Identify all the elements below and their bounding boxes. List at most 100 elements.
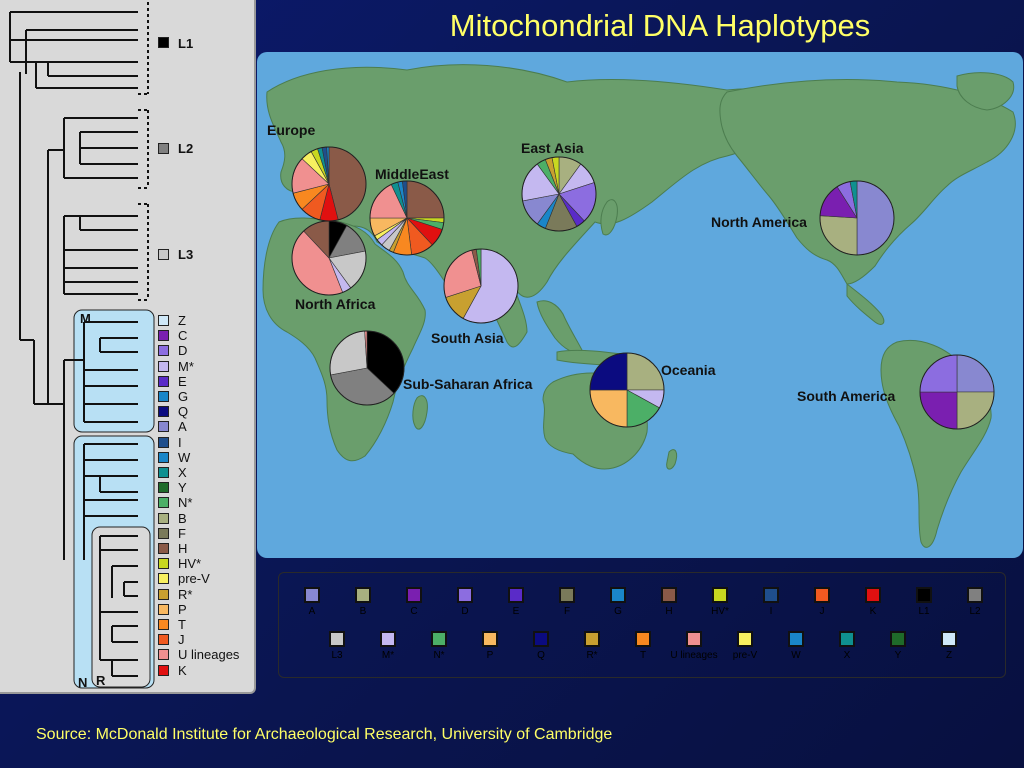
- legend-swatch-t: [635, 631, 651, 647]
- tree-swatch-y: [158, 482, 169, 494]
- tree-brackets: [138, 2, 149, 301]
- pie-middleeast: [369, 180, 445, 256]
- legend-swatch-g: [610, 587, 626, 603]
- legend-item-c: C: [389, 587, 439, 617]
- pie-slice-sub-saharan-africa-l3: [329, 330, 368, 376]
- clade-label-m: M: [80, 311, 91, 326]
- legend-label-q: Q: [537, 650, 545, 661]
- legend-swatch-c: [406, 587, 422, 603]
- tree-label-p: P: [178, 601, 187, 617]
- legend-swatch-w: [788, 631, 804, 647]
- tree-label-a: A: [178, 419, 187, 435]
- pie-slice-south-america-b: [956, 391, 995, 430]
- pie-north-america: [819, 180, 895, 256]
- legend-label-k: K: [869, 606, 877, 617]
- pie-slice-south-america-d: [919, 354, 958, 393]
- region-label-europe: Europe: [267, 122, 316, 138]
- legend-swatch-p: [482, 631, 498, 647]
- legend-item-l3: L3: [312, 631, 362, 661]
- pie-slice-oceania-q: [589, 352, 628, 391]
- legend-item-j: J: [797, 587, 847, 617]
- pie-outline-sub-saharan-africa: [329, 330, 405, 406]
- region-label-north-america: North America: [711, 214, 807, 230]
- legend-swatch-e: [508, 587, 524, 603]
- legend-label-x: X: [843, 650, 851, 661]
- legend-item-l1: L1: [899, 587, 949, 617]
- region-label-east-asia: East Asia: [521, 140, 584, 156]
- tree-label-h: H: [178, 541, 188, 556]
- legend-swatch-h: [661, 587, 677, 603]
- tree-label-l3: L3: [178, 247, 194, 262]
- legend-item-e: E: [491, 587, 541, 617]
- legend-item-l2: L2: [950, 587, 1000, 617]
- legend-label-h: H: [665, 606, 673, 617]
- pie-outline-oceania: [589, 352, 665, 428]
- tree-label-hv-star: HV*: [178, 556, 202, 572]
- legend-item-i: I: [746, 587, 796, 617]
- legend-swatch-a: [304, 587, 320, 603]
- tree-label-z: Z: [178, 313, 186, 328]
- tree-label-d: D: [178, 343, 188, 359]
- page-title-text: Mitochondrial DNA Haplotypes: [449, 8, 871, 43]
- tree-swatch-u-lineages: [158, 649, 169, 661]
- tree-branches: [9, 11, 138, 677]
- legend-label-g: G: [614, 606, 622, 617]
- tree-swatch-w: [158, 451, 169, 463]
- legend-item-k: K: [848, 587, 898, 617]
- legend-item-p: P: [465, 631, 515, 661]
- legend-label-a: A: [308, 606, 316, 617]
- legend-label-l3: L3: [331, 650, 343, 661]
- legend-label-c: C: [410, 606, 418, 617]
- pie-outline-north-africa: [291, 220, 367, 296]
- tree-swatch-x: [158, 467, 169, 478]
- legend-swatch-l3: [329, 631, 345, 647]
- pie-outline-south-asia: [443, 248, 519, 324]
- tree-swatch-c: [158, 330, 169, 342]
- legend-swatch-l2: [967, 587, 983, 603]
- pie-slice-south-america-a: [956, 354, 995, 393]
- legend-item-u-lineages: U lineages: [669, 631, 719, 661]
- legend-label-y: Y: [894, 650, 902, 661]
- tree-swatch-r-star: [158, 588, 169, 600]
- legend-item-a: A: [287, 587, 337, 617]
- phylogenetic-tree-panel: L1 L2 L3 M N R Z C D M* E G Q A I W X Y N* B F H HV* pre-…: [0, 0, 256, 694]
- pie-chart-layer: [291, 146, 995, 430]
- tree-swatch-h: [158, 543, 169, 554]
- legend-swatch-x: [839, 631, 855, 647]
- region-label-south-asia: South Asia: [431, 330, 504, 346]
- tree-swatch-k: [158, 664, 169, 676]
- legend-item-h: H: [644, 587, 694, 617]
- legend-item-x: X: [822, 631, 872, 661]
- region-label-south-america: South America: [797, 388, 896, 404]
- legend-label-l1: L1: [918, 606, 930, 617]
- pie-south-america: [919, 354, 995, 430]
- pie-outline-north-america: [819, 180, 895, 256]
- legend-swatch-u-lineages: [686, 631, 702, 647]
- legend-swatch-l1: [916, 587, 932, 603]
- legend-swatch-d: [457, 587, 473, 603]
- legend-item-n-star: N*: [414, 631, 464, 661]
- tree-swatch-e: [158, 375, 169, 387]
- legend-swatch-y: [890, 631, 906, 647]
- legend-swatch-k: [865, 587, 881, 603]
- legend-label-z: Z: [945, 650, 953, 661]
- tree-label-l2: L2: [178, 141, 194, 156]
- source-caption: Source: McDonald Institute for Archaeolo…: [36, 726, 613, 743]
- pie-north-africa: [291, 220, 367, 296]
- region-label-sub-saharan-africa: Sub-Saharan Africa: [403, 376, 533, 392]
- greenland: [956, 72, 1015, 111]
- legend-label-m-star: M*: [381, 650, 395, 661]
- tree-swatch-i: [158, 436, 169, 448]
- tree-label-j: J: [178, 632, 185, 648]
- tree-swatch-p: [158, 603, 169, 615]
- legend-label-t: T: [639, 650, 647, 661]
- tree-label-pre-v: pre-V: [178, 571, 210, 587]
- new-zealand: [666, 449, 678, 470]
- tree-label-b: B: [178, 510, 187, 526]
- legend-swatch-z: [941, 631, 957, 647]
- tree-swatch-b: [158, 512, 169, 524]
- legend-item-b: B: [338, 587, 388, 617]
- legend-item-m-star: M*: [363, 631, 413, 661]
- tree-swatch-d: [158, 345, 169, 357]
- tree-label-c: C: [178, 328, 188, 344]
